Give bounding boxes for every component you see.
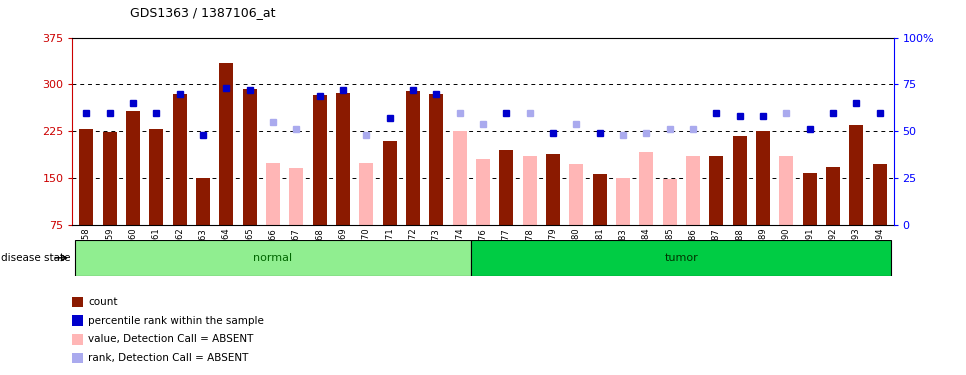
- Bar: [79, 129, 94, 225]
- Bar: [336, 93, 350, 225]
- Bar: [290, 168, 303, 225]
- Bar: [72, 334, 83, 345]
- Text: percentile rank within the sample: percentile rank within the sample: [88, 316, 264, 326]
- Bar: [429, 94, 443, 225]
- Bar: [756, 131, 770, 225]
- Bar: [359, 162, 374, 225]
- Bar: [102, 132, 117, 225]
- Bar: [72, 297, 83, 307]
- Bar: [266, 162, 280, 225]
- Text: tumor: tumor: [665, 253, 698, 263]
- Text: normal: normal: [253, 253, 293, 263]
- Bar: [173, 94, 186, 225]
- Bar: [72, 315, 83, 326]
- Bar: [546, 154, 560, 225]
- Bar: [476, 159, 490, 225]
- Bar: [242, 89, 257, 225]
- Bar: [592, 174, 607, 225]
- Bar: [849, 125, 864, 225]
- Bar: [313, 95, 327, 225]
- Bar: [732, 136, 747, 225]
- Bar: [406, 91, 420, 225]
- Bar: [219, 63, 234, 225]
- Bar: [72, 353, 83, 363]
- Text: GDS1363 / 1387106_at: GDS1363 / 1387106_at: [130, 6, 276, 19]
- Bar: [663, 179, 676, 225]
- Text: rank, Detection Call = ABSENT: rank, Detection Call = ABSENT: [88, 353, 248, 363]
- Bar: [826, 167, 839, 225]
- Bar: [569, 164, 583, 225]
- Bar: [471, 240, 892, 276]
- Bar: [523, 156, 537, 225]
- Bar: [499, 150, 513, 225]
- Bar: [74, 240, 471, 276]
- Bar: [872, 164, 887, 225]
- Text: count: count: [88, 297, 118, 307]
- Bar: [709, 156, 724, 225]
- Text: disease state: disease state: [1, 253, 71, 263]
- Bar: [150, 129, 163, 225]
- Bar: [639, 152, 653, 225]
- Bar: [686, 156, 700, 225]
- Bar: [453, 131, 467, 225]
- Bar: [383, 141, 397, 225]
- Bar: [196, 178, 210, 225]
- Bar: [803, 173, 816, 225]
- Text: value, Detection Call = ABSENT: value, Detection Call = ABSENT: [88, 334, 253, 344]
- Bar: [616, 178, 630, 225]
- Bar: [127, 111, 140, 225]
- Bar: [780, 156, 793, 225]
